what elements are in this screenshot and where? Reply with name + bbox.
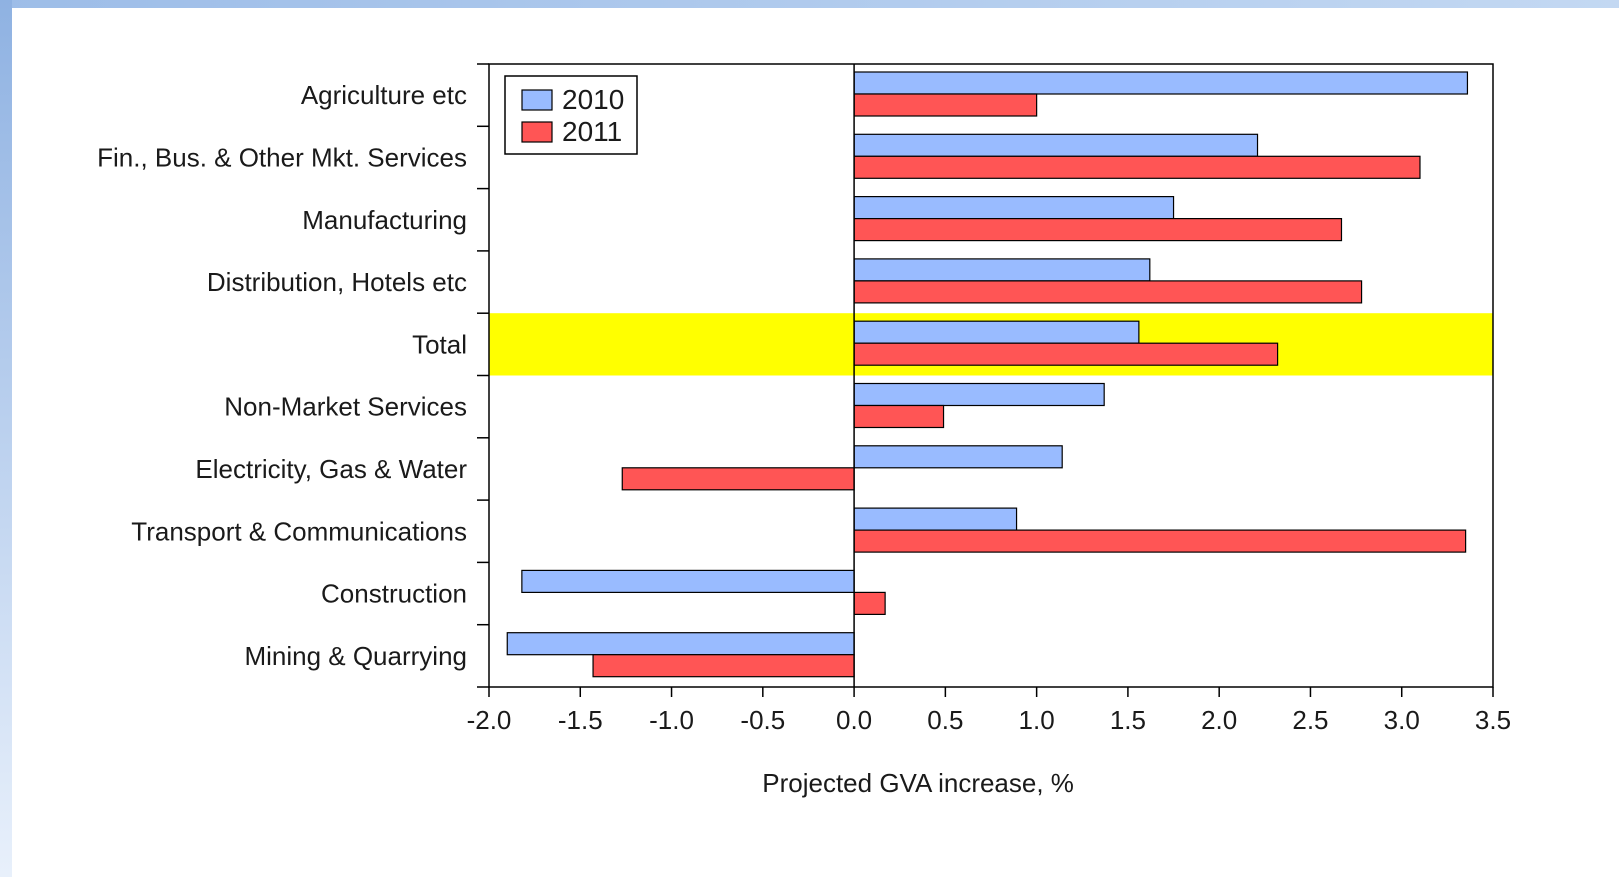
bar-2010-total — [853, 320, 1140, 344]
category-label-construction: Construction — [321, 579, 467, 609]
bar-2010-non-market-services — [853, 382, 1105, 407]
x-tick-label: -1.5 — [558, 705, 603, 735]
bar-2011-transport-communications — [853, 529, 1467, 553]
category-label-fin-bus-other-mkt-services: Fin., Bus. & Other Mkt. Services — [97, 142, 467, 172]
legend-label-2011: 2011 — [562, 116, 622, 147]
bars-layer — [506, 71, 1469, 678]
bar-2010-fin-bus-other-mkt-services — [853, 133, 1259, 157]
x-tick-label: 2.0 — [1201, 705, 1237, 735]
x-tick-label: -0.5 — [740, 705, 785, 735]
x-tick-label: -2.0 — [467, 705, 512, 735]
bar-2011-distribution-hotels-etc — [853, 280, 1363, 304]
category-label-agriculture-etc: Agriculture etc — [301, 80, 467, 110]
legend-swatch-2011 — [521, 121, 553, 143]
bar-2011-agriculture-etc — [853, 93, 1038, 117]
x-tick-label: 1.0 — [1019, 705, 1055, 735]
category-label-mining-quarrying: Mining & Quarrying — [244, 641, 467, 671]
x-axis-label: Projected GVA increase, % — [762, 768, 1074, 798]
x-tick-label: 2.5 — [1292, 705, 1328, 735]
slide-frame-left — [0, 0, 12, 877]
bar-2010-manufacturing — [853, 196, 1175, 220]
bar-2010-transport-communications — [853, 507, 1018, 531]
y-axis-ticks — [477, 63, 489, 688]
bar-2010-mining-quarrying — [506, 632, 855, 656]
bar-2011-fin-bus-other-mkt-services — [853, 155, 1421, 179]
bar-2011-construction — [853, 591, 886, 616]
category-label-electricity-gas-water: Electricity, Gas & Water — [195, 454, 467, 484]
legend-label-2010: 2010 — [562, 84, 624, 115]
x-axis-ticks: -2.0 -1.5 -1.0 -0.5 0.0 0.5 1.0 1.5 2.0 2.5 3.0 3.5 — [467, 687, 1511, 735]
x-tick-label: 3.5 — [1475, 705, 1511, 735]
x-tick-label: 0.5 — [927, 705, 963, 735]
bar-2011-mining-quarrying — [592, 654, 855, 678]
category-label-transport-communications: Transport & Communications — [131, 516, 467, 546]
bar-2010-electricity-gas-water — [853, 445, 1063, 469]
x-tick-label: -1.0 — [649, 705, 694, 735]
category-label-distribution-hotels-etc: Distribution, Hotels etc — [207, 267, 467, 297]
slide-frame-top — [0, 0, 1619, 8]
bar-2011-electricity-gas-water — [621, 467, 855, 491]
x-tick-label: 1.5 — [1110, 705, 1146, 735]
bar-2011-manufacturing — [853, 218, 1343, 242]
category-label-non-market-services: Non-Market Services — [224, 392, 467, 422]
bar-2011-total — [853, 342, 1279, 366]
category-label-manufacturing: Manufacturing — [302, 205, 467, 235]
x-tick-label: 3.0 — [1384, 705, 1420, 735]
bar-2011-non-market-services — [853, 404, 945, 429]
bar-2010-construction — [521, 569, 855, 594]
bar-2010-distribution-hotels-etc — [853, 258, 1151, 282]
category-label-total: Total — [412, 329, 467, 359]
legend-swatch-2010 — [521, 89, 553, 111]
category-labels: Agriculture etc Fin., Bus. & Other Mkt. S… — [97, 80, 467, 671]
bar-2010-agriculture-etc — [853, 71, 1469, 95]
x-tick-label: 0.0 — [836, 705, 872, 735]
